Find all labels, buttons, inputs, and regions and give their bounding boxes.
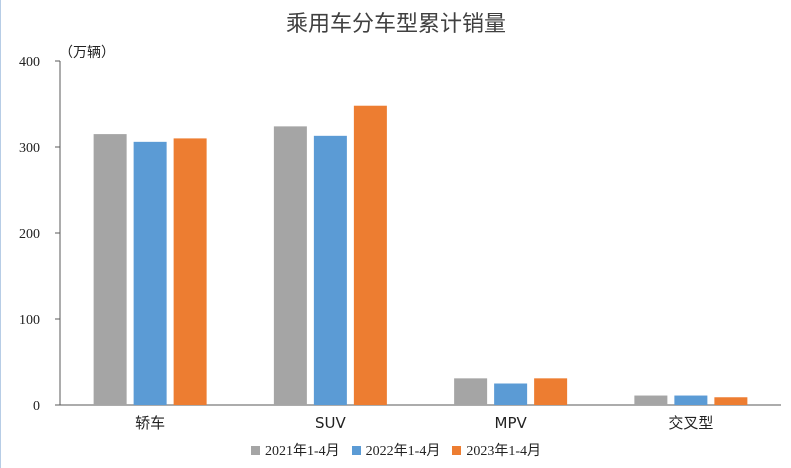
x-category-label: 交叉型 (668, 414, 713, 432)
bar (133, 141, 167, 405)
legend-label-2022: 2022年1-4月 (365, 444, 441, 459)
bar (674, 395, 708, 405)
x-category-label: 轿车 (135, 414, 165, 432)
x-category-label: SUV (315, 414, 347, 432)
bar (454, 378, 488, 405)
legend-item-2021: 2021年1-4月 (250, 440, 340, 460)
chart-title: 乘用车分车型累计销量 (285, 12, 506, 37)
legend-item-2022: 2022年1-4月 (351, 440, 441, 460)
bar (273, 126, 307, 406)
y-tick-label: 0 (33, 399, 40, 414)
bar (93, 134, 127, 405)
bar-chart: 0 100 200 300 400 轿车 SUV MPV 交叉型 (19, 55, 781, 432)
legend-swatch-2021 (250, 445, 260, 455)
bar (313, 135, 347, 405)
legend-label-2021: 2021年1-4月 (264, 444, 340, 459)
x-category-label: MPV (495, 414, 528, 432)
bar (534, 378, 568, 405)
y-tick-label: 300 (19, 141, 40, 156)
legend-item-2023: 2023年1-4月 (452, 440, 541, 460)
legend: 2021年1-4月 2022年1-4月 2023年1-4月 (1, 440, 791, 460)
y-axis-unit: （万辆） (59, 45, 115, 61)
bar (714, 397, 748, 405)
y-tick-label: 200 (19, 227, 40, 242)
y-tick-label: 100 (19, 313, 40, 328)
bar (634, 395, 668, 405)
legend-swatch-2022 (351, 445, 361, 455)
bar (494, 383, 528, 405)
y-tick-label: 400 (19, 55, 40, 70)
legend-swatch-2023 (452, 445, 462, 455)
legend-label-2023: 2023年1-4月 (466, 444, 541, 459)
bar (173, 138, 207, 405)
bar (353, 105, 387, 405)
